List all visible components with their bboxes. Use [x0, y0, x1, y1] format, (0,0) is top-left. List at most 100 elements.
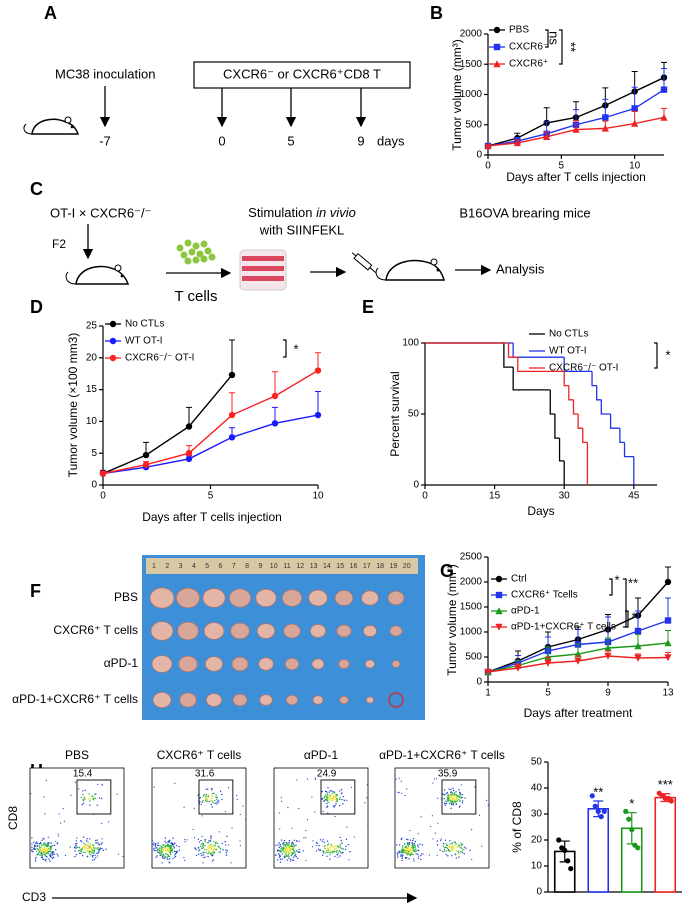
x-axis-label: Days [527, 504, 554, 518]
event-dot [210, 837, 212, 840]
event-dot [275, 854, 277, 857]
event-dot [340, 839, 342, 842]
event-dot [405, 849, 408, 851]
event-dot [31, 850, 33, 852]
event-dot [214, 844, 216, 847]
event-dot [401, 852, 404, 854]
data-point [562, 847, 568, 854]
event-dot [227, 787, 230, 789]
event-dot [166, 857, 168, 859]
tumor [179, 692, 197, 708]
event-dot [37, 847, 39, 850]
event-dot [401, 856, 403, 858]
event-dot [94, 797, 97, 800]
event-dot [298, 840, 300, 842]
event-dot [452, 789, 455, 792]
event-dot [96, 848, 98, 850]
event-dot [326, 794, 329, 796]
event-dot [411, 847, 414, 849]
event-dot [80, 852, 82, 855]
annotation: ** [564, 42, 579, 52]
event-dot [283, 847, 285, 849]
event-dot [399, 844, 401, 846]
event-dot [79, 849, 81, 852]
event-dot [201, 835, 203, 837]
event-dot [98, 849, 100, 851]
marker [513, 139, 521, 147]
event-dot [89, 797, 91, 800]
event-dot [280, 850, 283, 853]
event-dot [396, 852, 399, 854]
event-dot [444, 839, 447, 841]
event-dot [242, 805, 244, 807]
event-dot [329, 858, 331, 860]
panel-label: C [30, 179, 43, 199]
event-dot [433, 778, 436, 780]
marker [634, 627, 642, 635]
event-dot [312, 846, 314, 848]
event-dot [329, 850, 332, 852]
ruler-label: 12 [296, 563, 304, 570]
event-dot [333, 850, 335, 853]
event-dot [202, 862, 204, 864]
event-dot [84, 845, 87, 847]
event-dot [95, 839, 97, 842]
event-dot [353, 836, 355, 838]
event-dot [209, 800, 212, 802]
event-dot [447, 794, 450, 797]
row-label: αPD-1+CXCR6⁺ T cells [12, 692, 138, 706]
event-dot [167, 843, 170, 846]
event-dot [451, 799, 454, 801]
event-dot [446, 799, 449, 801]
event-dot [431, 815, 433, 817]
event-dot [51, 845, 54, 847]
event-dot [327, 812, 329, 814]
event-dot [278, 846, 281, 849]
tumor [334, 590, 354, 606]
annotation: ns [547, 31, 562, 45]
event-dot [306, 819, 309, 821]
marker [634, 654, 642, 662]
event-dot [169, 839, 171, 841]
event-dot [225, 849, 227, 851]
event-dot [96, 804, 98, 806]
marker [604, 652, 612, 660]
event-dot [342, 848, 344, 850]
event-dot [405, 838, 408, 840]
ruler-label: 4 [192, 563, 196, 570]
event-dot [319, 839, 322, 841]
event-dot [322, 810, 324, 812]
event-dot [315, 841, 318, 844]
annotation: * [293, 341, 298, 356]
day-label: 5 [287, 133, 294, 148]
event-dot [442, 850, 444, 853]
event-dot [334, 845, 336, 847]
event-dot [332, 805, 335, 807]
event-dot [412, 858, 415, 860]
event-dot [89, 846, 92, 848]
event-dot [173, 845, 175, 848]
tumor [309, 624, 327, 638]
event-dot [56, 842, 58, 845]
event-dot [175, 852, 177, 855]
event-dot [329, 794, 331, 796]
event-dot [31, 837, 33, 839]
event-dot [50, 847, 53, 850]
event-dot [460, 797, 462, 799]
tumor [204, 656, 224, 672]
event-dot [279, 861, 282, 864]
event-dot [401, 837, 403, 839]
event-dot [204, 839, 206, 841]
event-dot [406, 847, 409, 850]
event-dot [167, 840, 170, 843]
event-dot [406, 854, 408, 856]
event-dot [451, 847, 453, 850]
event-dot [305, 830, 307, 832]
event-dot [332, 795, 335, 797]
panel-label: A [44, 3, 57, 23]
event-dot [323, 800, 326, 802]
event-dot [439, 839, 442, 842]
event-dot [211, 860, 213, 862]
event-dot [417, 844, 419, 846]
event-dot [290, 855, 293, 857]
